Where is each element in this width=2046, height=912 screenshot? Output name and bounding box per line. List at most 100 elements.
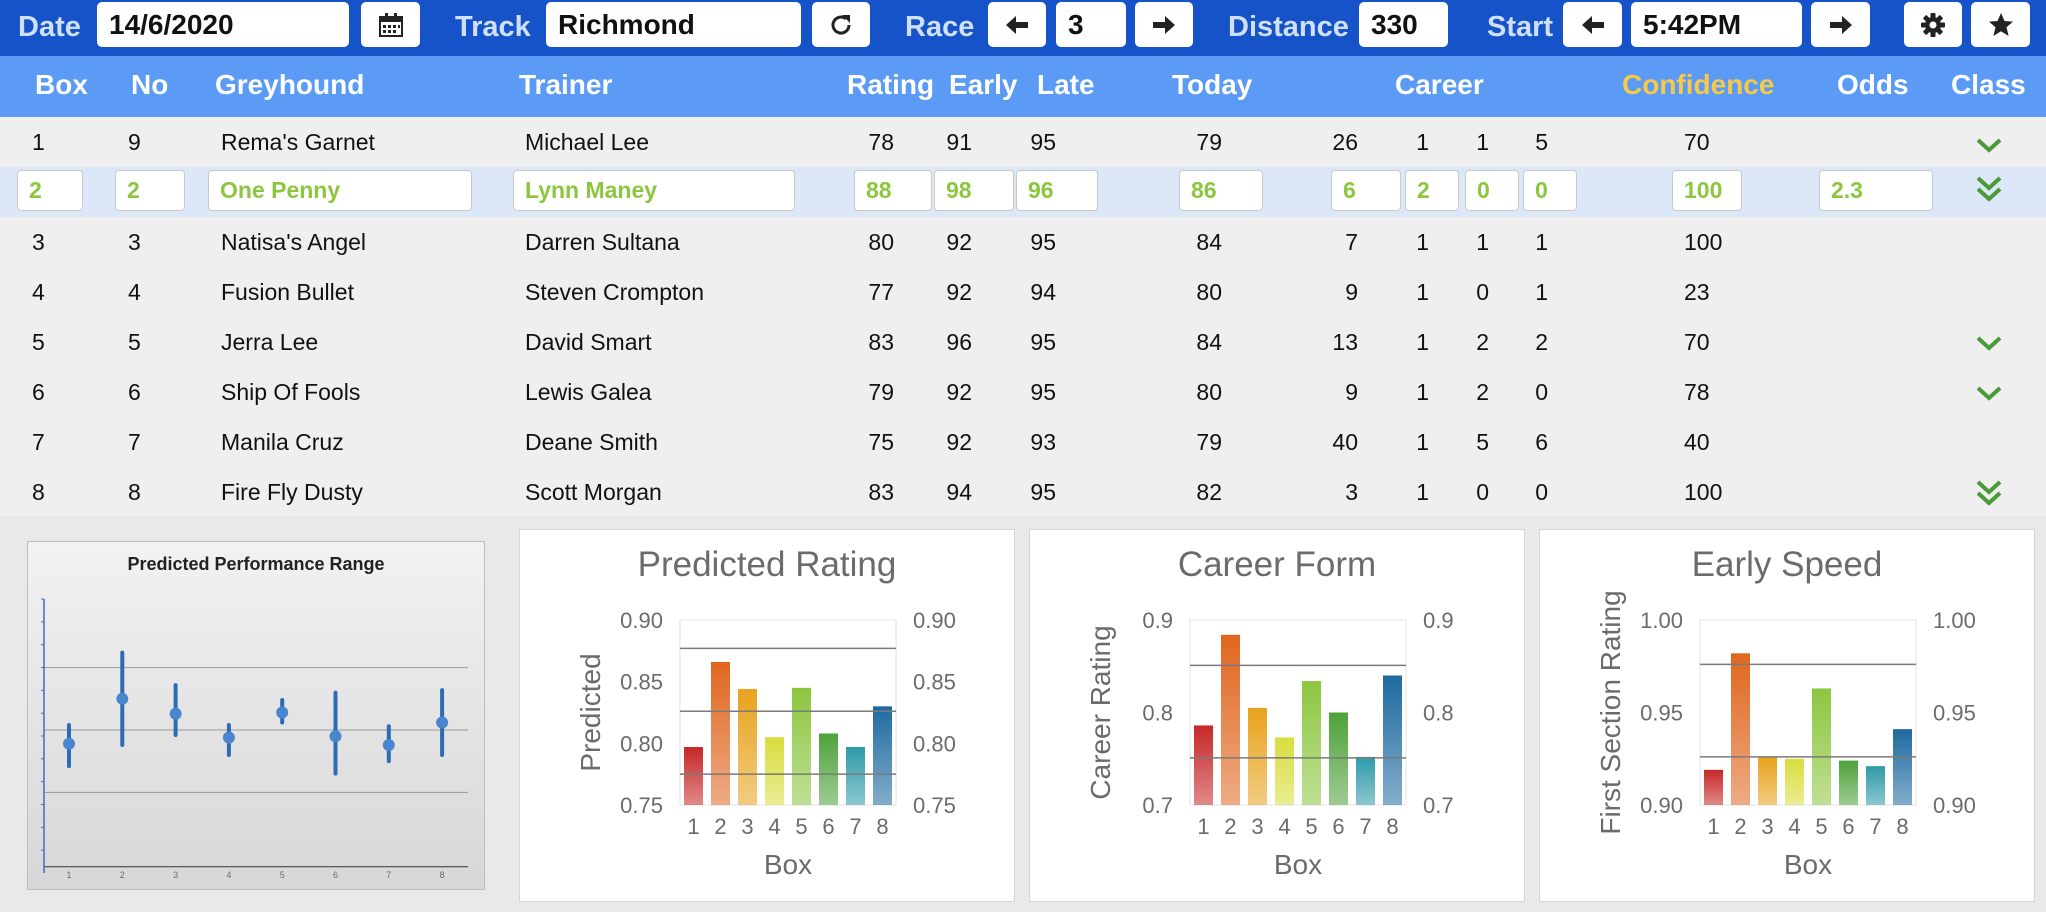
favorite-button[interactable]	[1971, 2, 2030, 47]
start-prev-button[interactable]	[1563, 2, 1622, 47]
cell-trainer: Deane Smith	[525, 429, 658, 455]
gear-icon	[1921, 12, 1945, 37]
calendar-button[interactable]	[361, 2, 420, 47]
table-row[interactable]: 5 5 Jerra Lee David Smart 83 96 95 84 13 1 2 2 70	[0, 317, 2046, 367]
cell-today[interactable]: 86	[1179, 170, 1263, 211]
cell-box: 6	[32, 379, 45, 405]
cell-greyhound: Fire Fly Dusty	[221, 479, 363, 505]
cell-c3: 0	[1476, 279, 1489, 305]
cell-trainer: David Smart	[525, 329, 652, 355]
col-career[interactable]: Career	[1395, 69, 1484, 100]
table-row[interactable]: 6 6 Ship Of Fools Lewis Galea 79 92 95 80 9 1 2 0 78	[0, 367, 2046, 417]
bar	[1275, 737, 1294, 805]
col-odds[interactable]: Odds	[1837, 69, 1909, 100]
y-tick-label: 0.90	[620, 608, 663, 633]
double-chevron-icon	[1973, 473, 2005, 513]
cell-confidence: 78	[1684, 379, 1710, 405]
cell-trainer[interactable]: Lynn Maney	[513, 170, 795, 211]
cell-c3[interactable]: 0	[1465, 170, 1519, 211]
refresh-button[interactable]	[812, 2, 870, 47]
col-no[interactable]: No	[131, 69, 169, 100]
y-tick-label-right: 0.9	[1423, 608, 1454, 633]
x-axis-label: Box	[1274, 849, 1322, 880]
table-row[interactable]: 1 9 Rema's Garnet Michael Lee 78 91 95 79 26 1 1 5 7…	[0, 117, 2046, 167]
range-point	[169, 707, 182, 720]
x-tick-label: 5	[280, 870, 285, 880]
cell-c4: 6	[1535, 429, 1548, 455]
y-tick-label: 0.7	[1142, 793, 1173, 818]
cell-box: 5	[32, 329, 45, 355]
distance-field[interactable]: 330	[1359, 2, 1448, 47]
table-row[interactable]: 7 7 Manila Cruz Deane Smith 75 92 93 79 40 1 5 6 40	[0, 417, 2046, 467]
chevron-down-icon	[1973, 125, 2005, 165]
race-field[interactable]: 3	[1056, 2, 1126, 47]
col-greyhound[interactable]: Greyhound	[215, 69, 365, 100]
bar	[765, 737, 784, 805]
cell-c1: 9	[1345, 379, 1358, 405]
cell-greyhound[interactable]: One Penny	[208, 170, 472, 211]
settings-button[interactable]	[1904, 2, 1962, 47]
cell-odds[interactable]: 2.3	[1819, 170, 1933, 211]
bar	[846, 747, 865, 805]
bar	[1248, 707, 1267, 805]
cell-late[interactable]: 96	[1016, 170, 1098, 211]
double-chevron-icon	[1973, 169, 2005, 209]
table-row[interactable]: 2 2 One Penny Lynn Maney 88 98 96 86 6 2 0 0 100 2.3	[0, 167, 2046, 217]
cell-late: 95	[1030, 129, 1056, 155]
range-point	[329, 730, 342, 743]
early-speed-panel: Early Speed 1.00 1.00 0.95 0.95 0.90 0.90 1 2 3 4…	[1539, 529, 2035, 902]
cell-rating: 77	[868, 279, 894, 305]
col-rating[interactable]: Rating	[847, 69, 935, 100]
cell-c2[interactable]: 2	[1405, 170, 1459, 211]
predicted-rating-panel: Predicted Rating 0.90 0.90 0.85 0.85 0.80 0.8…	[519, 529, 1015, 902]
col-box[interactable]: Box	[35, 69, 88, 100]
col-confidence[interactable]: Confidence	[1622, 69, 1775, 100]
col-today[interactable]: Today	[1172, 69, 1253, 100]
y-tick-label: 0.9	[1142, 608, 1173, 633]
bar	[1893, 729, 1912, 805]
bar	[792, 687, 811, 805]
col-trainer[interactable]: Trainer	[519, 69, 613, 100]
x-tick-label: 1	[687, 814, 699, 839]
cell-no: 6	[128, 379, 141, 405]
cell-rating: 83	[868, 479, 894, 505]
cell-late: 95	[1030, 379, 1056, 405]
y-tick-label: 0.80	[620, 731, 663, 756]
cell-c2: 1	[1416, 379, 1429, 405]
cell-box[interactable]: 2	[17, 170, 83, 211]
col-early[interactable]: Early	[949, 69, 1018, 100]
y-tick-label: 1.00	[1640, 608, 1683, 633]
bar	[873, 706, 892, 805]
date-field[interactable]: 14/6/2020	[97, 2, 349, 47]
cell-c4[interactable]: 0	[1523, 170, 1577, 211]
y-tick-label: 0.85	[620, 670, 663, 695]
track-field[interactable]: Richmond	[546, 2, 801, 47]
plot-frame	[1189, 619, 1407, 806]
range-point	[63, 737, 75, 750]
bar	[1704, 769, 1723, 805]
cell-c1[interactable]: 6	[1331, 170, 1401, 211]
table-row[interactable]: 3 3 Natisa's Angel Darren Sultana 80 92 95 84 7 1…	[0, 217, 2046, 267]
arrow-right-icon	[1829, 15, 1852, 34]
table-row[interactable]: 8 8 Fire Fly Dusty Scott Morgan 83 94 95 82 3 1 0 0…	[0, 467, 2046, 517]
cell-confidence[interactable]: 100	[1672, 170, 1742, 211]
cell-no: 7	[128, 429, 141, 455]
race-prev-button[interactable]	[988, 2, 1046, 47]
start-time-field[interactable]: 5:42PM	[1631, 2, 1802, 47]
start-next-button[interactable]	[1811, 2, 1870, 47]
col-class[interactable]: Class	[1951, 69, 2026, 100]
col-late[interactable]: Late	[1037, 69, 1095, 100]
cell-early[interactable]: 98	[934, 170, 1014, 211]
cell-no[interactable]: 2	[115, 170, 185, 211]
cell-trainer: Steven Crompton	[525, 279, 704, 305]
arrow-left-icon	[1581, 15, 1604, 34]
table-row[interactable]: 4 4 Fusion Bullet Steven Crompton 77 92 94 80 9 1…	[0, 267, 2046, 317]
cell-box: 8	[32, 479, 45, 505]
race-next-button[interactable]	[1135, 2, 1193, 47]
range-point	[382, 738, 395, 751]
range-point	[436, 716, 449, 729]
cell-rating[interactable]: 88	[854, 170, 932, 211]
cell-trainer: Michael Lee	[525, 129, 650, 155]
x-tick-label: 7	[1359, 814, 1371, 839]
cell-c4: 1	[1535, 279, 1548, 305]
